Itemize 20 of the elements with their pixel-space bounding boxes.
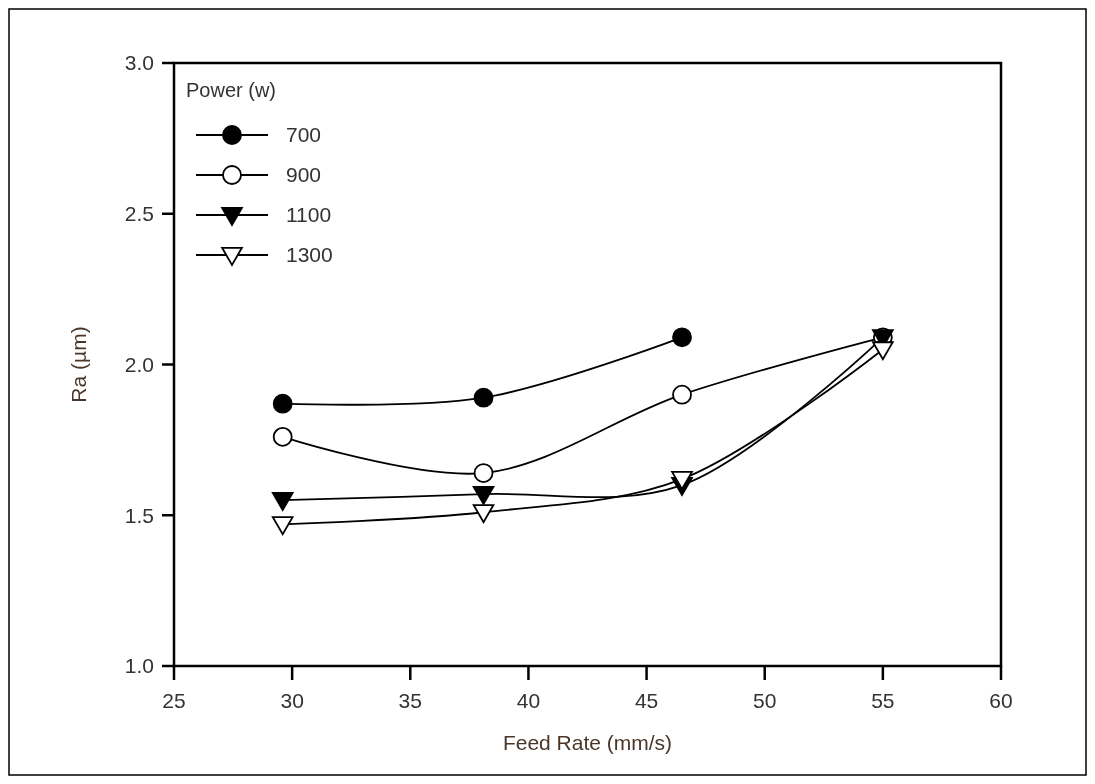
y-tick-label: 1.0 <box>124 654 154 678</box>
legend-label: 700 <box>286 123 322 147</box>
y-tick-label: 2.0 <box>124 352 154 376</box>
y-axis-title: Ra (µm) <box>67 326 90 403</box>
y-tick-label: 2.5 <box>124 202 154 226</box>
x-tick-label: 60 <box>989 689 1013 712</box>
y-tick-label: 3.0 <box>124 51 154 75</box>
x-tick-label: 30 <box>280 689 304 712</box>
x-tick-label: 55 <box>871 689 895 712</box>
legend-label: 1100 <box>286 203 332 227</box>
x-tick-label: 25 <box>162 689 186 712</box>
x-tick-label: 45 <box>634 689 659 712</box>
legend-title: Power (w) <box>186 79 277 101</box>
y-tick-label: 1.5 <box>124 503 154 527</box>
legend-label: 1300 <box>286 243 333 267</box>
x-tick-label: 50 <box>753 689 777 712</box>
x-axis-title: Feed Rate (mm/s) <box>502 731 673 754</box>
legend-label: 900 <box>286 163 322 187</box>
x-tick-label: 40 <box>516 689 541 712</box>
x-tick-label: 35 <box>398 689 422 712</box>
